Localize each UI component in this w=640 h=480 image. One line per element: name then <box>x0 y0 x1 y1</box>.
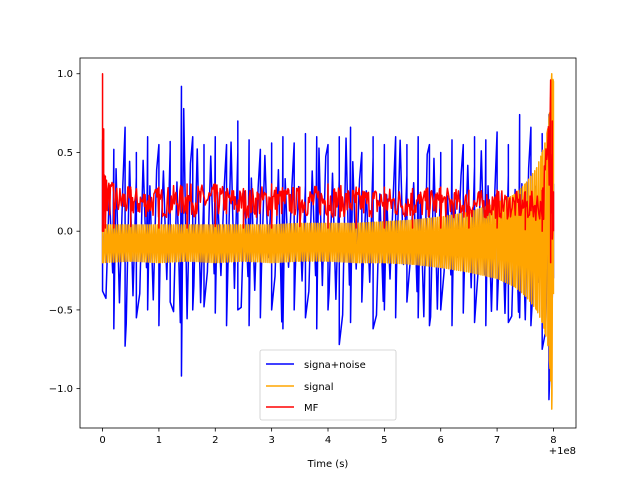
x-tick-label: 3 <box>268 435 274 446</box>
series-line-mf <box>101 72 555 264</box>
series-layer <box>101 72 555 410</box>
y-axis: 1.0 0.5 0.0 −0.5 −1.0 <box>49 69 80 395</box>
legend: signa+noise signal MF <box>259 349 397 421</box>
y-tick-label: −1.0 <box>49 384 73 395</box>
x-tick-label: 6 <box>438 435 444 446</box>
legend-label-signal: signal <box>304 382 334 393</box>
legend-label-mf: MF <box>304 403 319 414</box>
y-tick-label: 0.0 <box>57 227 73 238</box>
legend-frame <box>259 349 397 421</box>
x-tick-label: 1 <box>156 435 162 446</box>
legend-label-signa-noise: signa+noise <box>304 360 366 371</box>
y-tick-label: 1.0 <box>57 69 73 80</box>
x-tick-label: 4 <box>325 435 331 446</box>
x-axis-label: Time (s) <box>307 459 349 470</box>
x-tick-label: 8 <box>550 435 556 446</box>
y-tick-label: 0.5 <box>57 148 73 159</box>
x-tick-label: 2 <box>212 435 218 446</box>
x-axis: 0 1 2 3 4 5 6 7 8 <box>99 428 557 446</box>
y-tick-label: −0.5 <box>49 305 73 316</box>
x-tick-label: 7 <box>494 435 500 446</box>
x-tick-label: 5 <box>381 435 387 446</box>
x-tick-label: 0 <box>99 435 105 446</box>
x-offset-label: +1e8 <box>549 446 576 457</box>
